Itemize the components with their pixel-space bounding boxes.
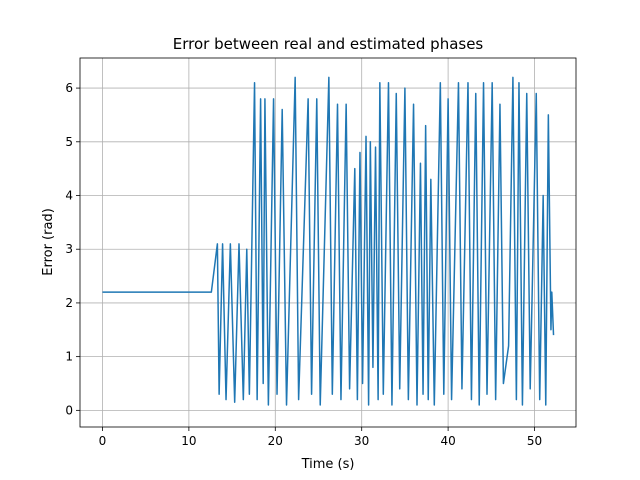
- x-tick-label: 20: [268, 434, 283, 448]
- line-series: [102, 76, 555, 406]
- chart-title: Error between real and estimated phases: [173, 35, 484, 53]
- plot-frame: [79, 57, 577, 428]
- x-tick-label: 30: [354, 434, 369, 448]
- y-axis-label: Error (rad): [41, 208, 56, 276]
- x-tick-label: 50: [527, 434, 542, 448]
- y-tick-label: 4: [65, 189, 73, 203]
- x-tick-label: 40: [440, 434, 455, 448]
- y-tick-label: 5: [65, 135, 73, 149]
- x-axis-label: Time (s): [301, 457, 355, 472]
- x-tick-label: 10: [181, 434, 196, 448]
- y-tick-label: 1: [65, 350, 73, 364]
- y-tick-label: 2: [65, 296, 73, 310]
- y-tick-label: 6: [65, 81, 73, 95]
- x-tick-label: 0: [99, 434, 107, 448]
- y-tick-label: 0: [65, 403, 73, 417]
- y-tick-label: 3: [65, 242, 73, 256]
